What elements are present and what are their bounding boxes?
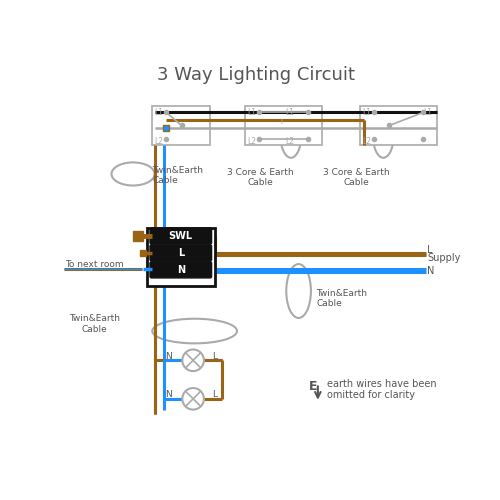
Text: L1: L1 <box>362 108 372 116</box>
Text: L1: L1 <box>247 108 256 116</box>
Text: N: N <box>176 265 185 275</box>
Text: SWL: SWL <box>168 232 193 241</box>
Text: c: c <box>387 123 390 128</box>
Text: L1: L1 <box>286 108 294 116</box>
Text: L2: L2 <box>247 137 256 146</box>
Text: c: c <box>179 123 183 128</box>
Text: L2: L2 <box>362 137 372 146</box>
Circle shape <box>182 388 204 409</box>
Circle shape <box>182 350 204 371</box>
FancyBboxPatch shape <box>150 228 212 244</box>
Text: N: N <box>427 266 434 276</box>
Text: Supply: Supply <box>427 253 460 263</box>
FancyBboxPatch shape <box>150 245 212 261</box>
Text: 3 Core & Earth
Cable: 3 Core & Earth Cable <box>227 168 294 187</box>
Text: L2: L2 <box>154 137 164 146</box>
Text: Twin&Earth
Cable: Twin&Earth Cable <box>316 289 368 308</box>
Text: Twin&Earth
Cable: Twin&Earth Cable <box>69 314 120 334</box>
Text: 3 Core & Earth
Cable: 3 Core & Earth Cable <box>323 168 390 187</box>
Bar <box>360 106 437 144</box>
Text: L: L <box>212 390 217 400</box>
FancyBboxPatch shape <box>150 262 212 278</box>
Text: To next room: To next room <box>66 260 124 269</box>
Text: L: L <box>178 248 184 258</box>
Text: I: I <box>280 118 282 124</box>
Bar <box>244 106 322 144</box>
Text: N: N <box>165 390 172 400</box>
Text: L: L <box>427 245 432 255</box>
Text: 3 Way Lighting Circuit: 3 Way Lighting Circuit <box>157 66 355 84</box>
Bar <box>147 228 214 285</box>
Text: N: N <box>165 352 172 361</box>
Text: L1: L1 <box>154 108 164 116</box>
Text: earth wires have been
omitted for clarity: earth wires have been omitted for clarit… <box>327 379 436 400</box>
Bar <box>152 106 210 144</box>
Text: L2: L2 <box>286 137 294 146</box>
Text: L: L <box>212 352 217 361</box>
Text: L1: L1 <box>424 108 432 116</box>
Text: Twin&Earth
Cable: Twin&Earth Cable <box>152 166 204 185</box>
Text: E: E <box>308 380 317 392</box>
